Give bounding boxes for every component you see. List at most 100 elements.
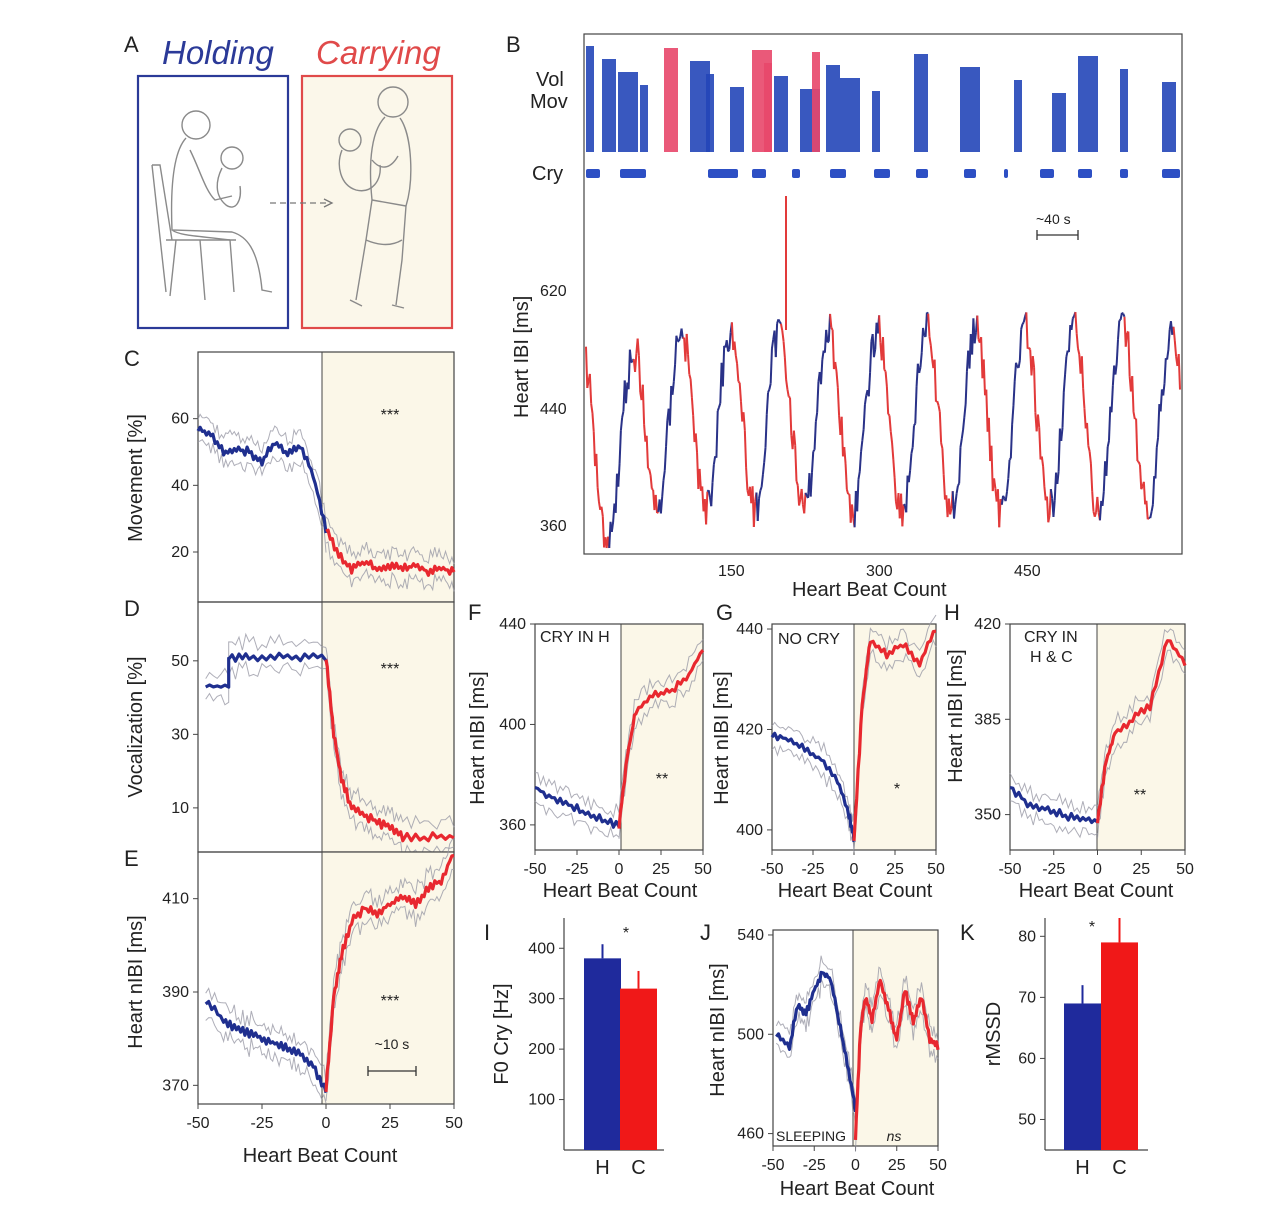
ibi-trace-seg-179 xyxy=(814,412,819,422)
ibi-trace-seg-5 xyxy=(590,403,594,414)
ibi-trace-seg-451 xyxy=(1166,349,1170,360)
panel-f-ytick-360: 360 xyxy=(499,817,526,834)
ibi-trace-seg-266 xyxy=(927,313,931,337)
ibi-trace-seg-338 xyxy=(1020,323,1024,330)
vol-mov-bar-22 xyxy=(1162,82,1176,152)
panel-j-significance: ns xyxy=(887,1128,902,1144)
holding-box xyxy=(136,74,290,330)
panel-g-title: NO CRY xyxy=(778,631,840,648)
ibi-trace-seg-252 xyxy=(909,453,913,471)
ibi-trace-seg-195 xyxy=(835,371,839,388)
cry-segment-10 xyxy=(1040,169,1054,178)
ibi-trace-seg-291 xyxy=(959,438,963,448)
ibi-trace-seg-82 xyxy=(689,378,693,398)
ibi-trace-seg-415 xyxy=(1119,312,1123,320)
panel-j-title: SLEEPING xyxy=(776,1128,846,1144)
panel-b: B Vol Mov Cry Heart IBI [ms] 360 440 620… xyxy=(506,32,1183,601)
panel-e-series-0-lower-band xyxy=(205,1017,327,1104)
vol-mov-bar-13 xyxy=(826,65,840,152)
panel-f-ytick-400: 400 xyxy=(499,716,526,733)
ibi-trace-seg-295 xyxy=(964,371,968,405)
panel-d-series-0-line xyxy=(204,651,328,689)
panel-k-ytick-70: 70 xyxy=(1018,989,1036,1006)
ibi-trace-seg-228 xyxy=(878,315,882,343)
panel-f-xtick--25: -25 xyxy=(565,861,588,878)
panel-b-ylabel: Heart IBI [ms] xyxy=(511,296,533,418)
panel-j-xlabel: Heart Beat Count xyxy=(780,1178,935,1200)
ibi-trace-seg-215 xyxy=(861,429,865,441)
ibi-trace-seg-292 xyxy=(960,429,965,440)
panel-c-series-1-upper-band xyxy=(325,516,455,566)
ibi-trace-seg-287 xyxy=(954,493,958,505)
vol-mov-bar-17 xyxy=(960,67,980,152)
panel-j-xtick-0: 0 xyxy=(851,1157,860,1174)
ibi-trace-seg-36 xyxy=(630,360,634,364)
ibi-trace-seg-355 xyxy=(1042,466,1046,488)
ibi-trace-seg-52 xyxy=(651,487,654,491)
panel-f-title: CRY IN H xyxy=(540,629,610,646)
ibi-trace-seg-217 xyxy=(863,395,868,405)
panel-h-ytick-350: 350 xyxy=(974,807,1001,824)
ibi-trace-seg-274 xyxy=(937,405,941,412)
ibi-trace-seg-233 xyxy=(884,371,888,387)
ibi-trace-seg-148 xyxy=(774,323,779,358)
panel-f-xtick-25: 25 xyxy=(652,861,670,878)
panel-d-significance: *** xyxy=(381,661,400,678)
ibi-trace-seg-159 xyxy=(789,397,793,436)
panel-k-bar-H xyxy=(1064,1003,1101,1150)
ibi-trace-seg-235 xyxy=(887,413,891,417)
ibi-trace-seg-153 xyxy=(781,330,785,342)
panel-i-ytick-300: 300 xyxy=(528,991,555,1008)
vol-mov-bar-19 xyxy=(1052,93,1066,152)
ibi-trace-seg-369 xyxy=(1060,427,1064,441)
panel-b-letter: B xyxy=(506,32,521,57)
ibi-trace-seg-386 xyxy=(1082,388,1086,409)
ibi-trace-seg-203 xyxy=(845,489,850,495)
ibi-trace-seg-152 xyxy=(780,323,784,331)
ibi-trace-seg-290 xyxy=(958,447,962,484)
ibi-trace-seg-140 xyxy=(764,414,768,448)
panel-b-xlabel: Heart Beat Count xyxy=(792,579,947,601)
ibi-trace-seg-363 xyxy=(1052,500,1056,518)
panel-e-xtick--25: -25 xyxy=(250,1115,273,1132)
panel-c-ytick-60: 60 xyxy=(171,411,189,428)
ibi-trace-seg-102 xyxy=(715,410,719,458)
ibi-trace-seg-249 xyxy=(905,475,909,513)
ibi-trace-seg-405 xyxy=(1106,440,1110,448)
vol-mov-bar-0 xyxy=(586,46,594,152)
ibi-trace-seg-28 xyxy=(619,417,624,431)
vol-mov-bar-5 xyxy=(690,61,710,152)
panel-k-bar-C xyxy=(1101,942,1138,1150)
vol-mov-bar-7 xyxy=(730,87,744,152)
ibi-trace-seg-328 xyxy=(1007,459,1011,479)
ibi-trace-seg-176 xyxy=(810,451,815,473)
panel-j-ytick-500: 500 xyxy=(737,1026,764,1043)
vol-mov-bar-16 xyxy=(914,54,928,152)
ibi-trace-seg-166 xyxy=(798,499,802,506)
ibi-trace-seg-156 xyxy=(785,379,789,390)
panel-j-xtick-50: 50 xyxy=(929,1157,947,1174)
panel-f-series-0-upper-band xyxy=(534,772,620,819)
ibi-trace-seg-110 xyxy=(725,340,730,352)
ibi-trace-seg-207 xyxy=(851,504,855,519)
ibi-trace-seg-157 xyxy=(786,389,790,397)
ibi-trace-seg-70 xyxy=(674,335,678,365)
ibi-trace-seg-264 xyxy=(924,312,928,337)
ibi-trace-seg-448 xyxy=(1162,383,1166,396)
ibi-trace-seg-392 xyxy=(1089,463,1094,492)
ibi-trace-seg-238 xyxy=(891,442,895,460)
ibi-trace-seg-201 xyxy=(843,447,847,464)
panel-g-series-0-lower-band xyxy=(771,744,855,853)
ibi-trace-seg-449 xyxy=(1163,358,1167,384)
panel-j-xtick-25: 25 xyxy=(888,1157,906,1174)
ibi-trace-seg-253 xyxy=(910,446,914,454)
ibi-trace-seg-428 xyxy=(1136,460,1140,463)
ibi-trace-seg-411 xyxy=(1114,363,1118,375)
ibi-trace-seg-404 xyxy=(1105,446,1109,476)
ibi-trace-seg-150 xyxy=(777,318,781,323)
ibi-trace-seg-347 xyxy=(1031,356,1036,368)
ibi-trace-seg-214 xyxy=(860,440,864,453)
ibi-trace-seg-231 xyxy=(882,337,886,370)
ibi-trace-seg-444 xyxy=(1157,404,1161,438)
vol-mov-bar-20 xyxy=(1078,56,1098,152)
